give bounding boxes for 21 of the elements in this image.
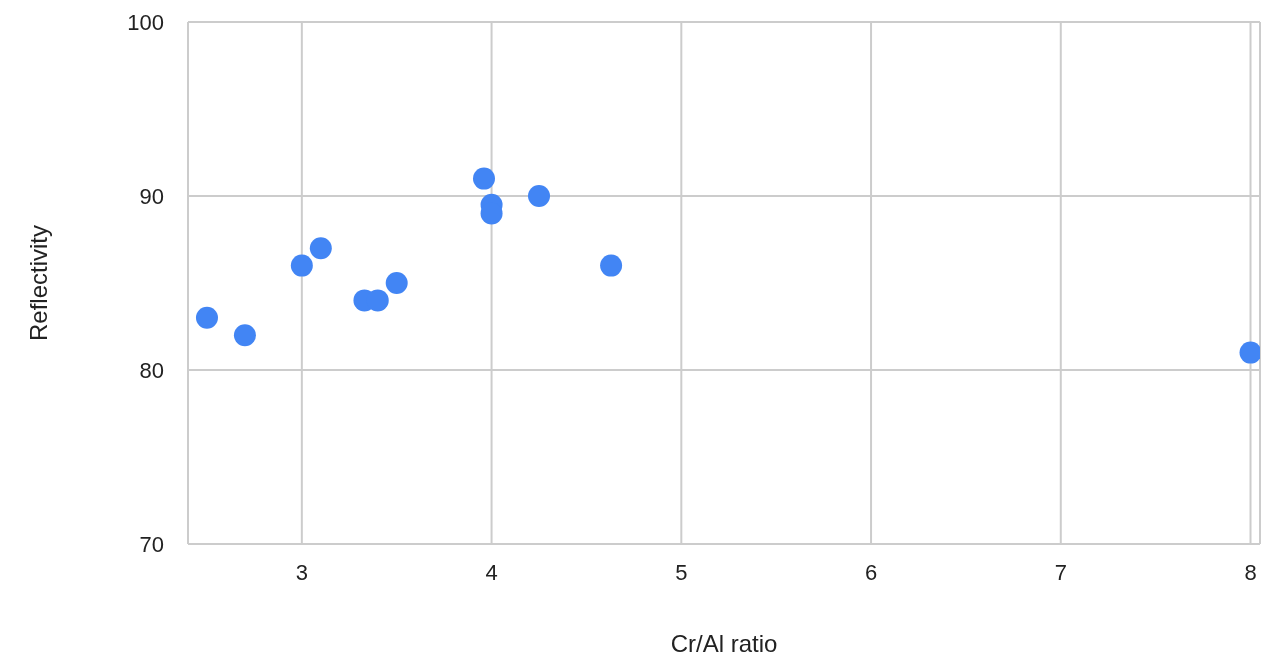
point [472, 167, 495, 190]
point [600, 254, 623, 277]
x-tick-label: 5 [675, 559, 688, 585]
point [528, 185, 551, 207]
point [385, 272, 408, 294]
x-tick-label: 7 [1054, 559, 1067, 585]
y-tick-label: 100 [127, 9, 164, 35]
point [309, 237, 332, 260]
point [195, 306, 218, 329]
x-tick-label: 8 [1244, 559, 1257, 585]
point [233, 324, 256, 347]
y-tick-label: 90 [139, 183, 164, 209]
point [290, 254, 313, 277]
y-axis-title: Reflectivity [24, 224, 52, 342]
point [1239, 341, 1260, 364]
x-axis-title: Cr/Al ratio [670, 630, 778, 657]
x-tick-label: 6 [864, 559, 878, 585]
x-tick-label: 4 [485, 559, 498, 585]
x-tick-label: 3 [295, 559, 308, 585]
y-tick-label: 80 [139, 357, 164, 383]
y-tick-label: 70 [139, 531, 164, 557]
